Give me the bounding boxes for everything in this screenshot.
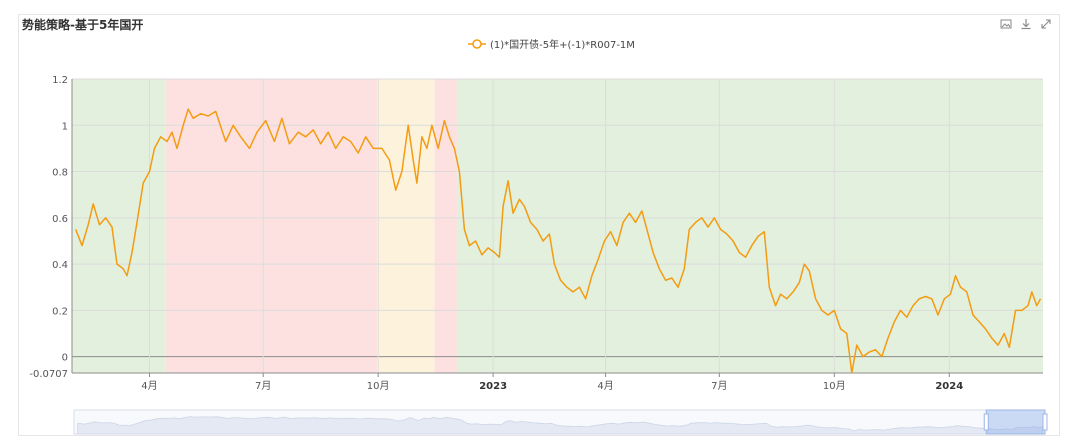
background-region [72, 79, 166, 373]
x-tick-label: 10月 [823, 380, 846, 392]
x-tick-label: 4月 [141, 380, 157, 392]
expand-icon[interactable] [1040, 18, 1052, 30]
legend-label: (1)*国开债-5年+(-1)*R007-1M [490, 38, 635, 51]
x-tick-label: 2024 [935, 381, 963, 392]
x-tick-label: 7月 [255, 380, 271, 392]
legend-marker-icon [472, 39, 482, 49]
x-tick-label: 4月 [597, 380, 613, 392]
y-tick-label: 0.6 [52, 214, 68, 225]
grid-lines [72, 78, 1043, 373]
y-tick-label: 0.8 [52, 168, 68, 179]
y-tick-label: 1 [62, 121, 68, 132]
x-tick-label: 10月 [367, 380, 390, 392]
y-tick-label: -0.0707 [29, 369, 68, 380]
y-tick-label: 0.4 [52, 260, 68, 271]
background-region [456, 79, 1044, 373]
axes: -0.0707 0 0.2 0.4 0.6 0.8 1 1.2 4月 7月 10月 2023 4月 7月 1… [29, 75, 1043, 392]
zoom-handle[interactable] [983, 413, 989, 431]
legend: (1)*国开债-5年+(-1)*R007-1M [468, 38, 635, 51]
y-tick-label: 0.2 [52, 306, 68, 317]
background-regions [72, 79, 1044, 373]
x-tick-label: 7月 [711, 380, 727, 392]
series-line [75, 108, 1042, 374]
chart-toolbar [1000, 18, 1052, 30]
data-zoom-slider [73, 409, 1048, 435]
y-tick-label: 0 [62, 353, 68, 364]
zoom-preview-area [77, 416, 1043, 435]
y-tick-label: 1.2 [52, 75, 68, 86]
background-region [376, 79, 435, 373]
image-icon[interactable] [1000, 18, 1012, 30]
background-region [165, 79, 377, 373]
zoom-handle[interactable] [1042, 413, 1048, 431]
series-layer [75, 108, 1042, 374]
zoom-window[interactable] [985, 409, 1046, 435]
background-region [434, 79, 457, 373]
chart-title: 势能策略-基于5年国开 [22, 18, 144, 32]
download-icon[interactable] [1020, 18, 1032, 30]
x-tick-label: 2023 [479, 381, 507, 392]
